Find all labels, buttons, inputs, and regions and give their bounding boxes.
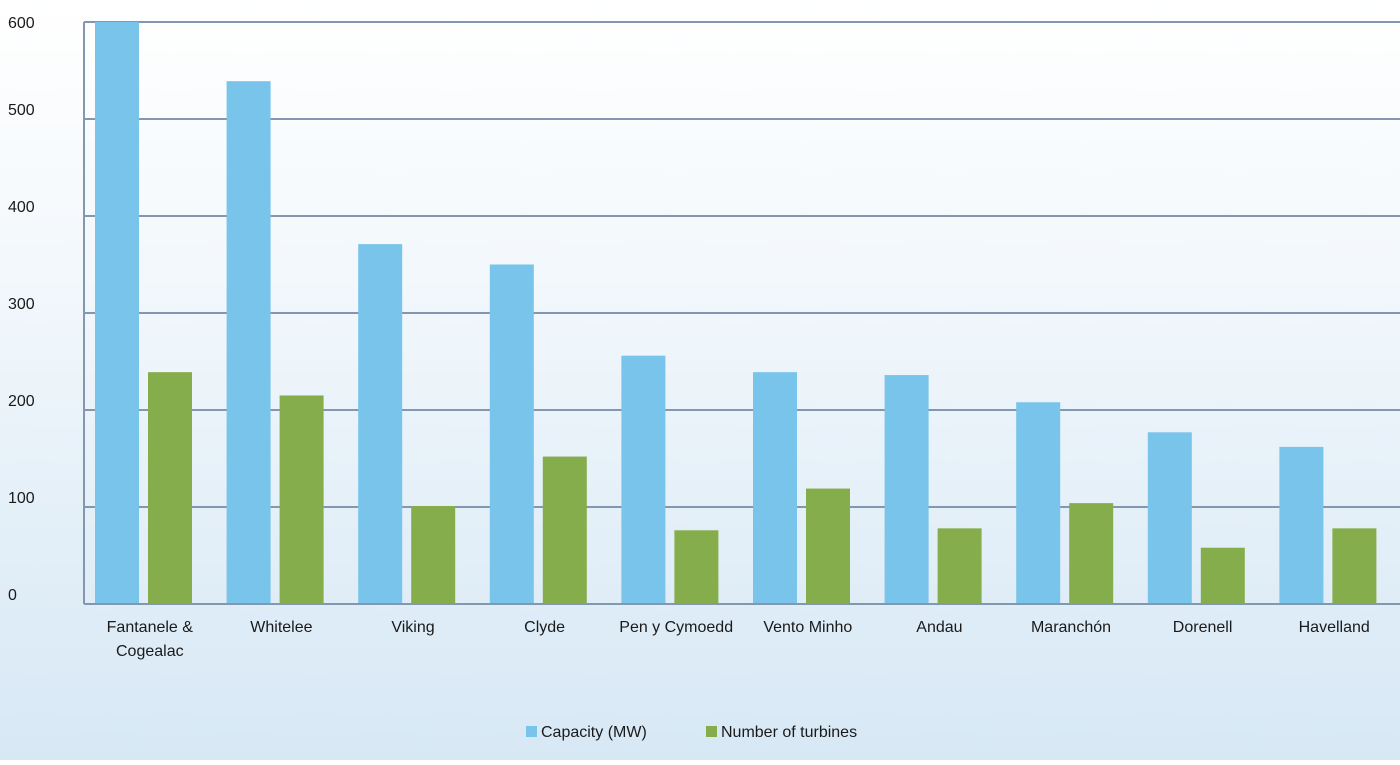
legend-label: Number of turbines — [721, 724, 857, 741]
x-category-label-line: Havelland — [1299, 619, 1370, 636]
bar-capacity — [226, 81, 271, 605]
bar-turbines — [411, 506, 456, 604]
x-category-label-line: Maranchón — [1031, 619, 1111, 636]
bar-turbines — [542, 456, 587, 604]
bar-turbines — [1332, 528, 1377, 604]
x-category-label: Maranchón — [1031, 619, 1111, 636]
y-tick-label: 0 — [8, 587, 17, 604]
x-category-label: Fantanele & Cogealac — [107, 619, 194, 660]
x-category-label: Whitelee — [250, 619, 312, 636]
x-axis-categories: Fantanele & Cogealac Whitelee Viking Clyde Pe… — [107, 619, 1370, 660]
bar-capacity — [621, 355, 666, 604]
x-category-label: Dorenell — [1173, 619, 1233, 636]
x-category-label: Vento Minho — [763, 619, 852, 636]
bar-capacity — [753, 372, 797, 604]
x-category-label: Havelland — [1299, 619, 1370, 636]
legend-label: Capacity (MW) — [541, 724, 647, 741]
y-tick-label: 200 — [8, 393, 35, 410]
legend-swatch — [706, 726, 717, 737]
x-category-label: Viking — [391, 619, 434, 636]
y-tick-label: 400 — [8, 199, 35, 216]
x-category-label-line: Fantanele & — [107, 619, 194, 636]
x-category-label-line: Pen y Cymoedd — [619, 619, 733, 636]
bar-capacity — [1016, 402, 1061, 604]
bar-turbines — [674, 530, 719, 604]
bar-turbines — [1200, 547, 1245, 604]
legend: Capacity (MW) Number of turbines — [526, 724, 857, 741]
x-category-label-line: Vento Minho — [763, 619, 852, 636]
x-category-label: Andau — [916, 619, 962, 636]
legend-swatch — [526, 726, 537, 737]
x-category-label-line: Viking — [391, 619, 434, 636]
x-category-label-line: Dorenell — [1173, 619, 1233, 636]
x-category-label-line: Andau — [916, 619, 962, 636]
axes — [83, 22, 1400, 605]
bar-turbines — [279, 395, 324, 604]
y-tick-label: 300 — [8, 296, 35, 313]
x-category-label: Clyde — [524, 619, 565, 636]
x-category-label-line: Cogealac — [116, 643, 184, 660]
y-tick-label: 100 — [8, 490, 35, 507]
bar-turbines — [148, 372, 192, 604]
bar-turbines — [806, 488, 850, 604]
y-tick-label: 600 — [8, 15, 35, 32]
x-category-label-line: Whitelee — [250, 619, 312, 636]
bar-capacity — [1147, 432, 1192, 604]
bar-capacity — [489, 264, 534, 604]
y-axis-ticks: 0 100 200 300 400 500 600 — [8, 15, 35, 604]
x-category-label: Pen y Cymoedd — [619, 619, 733, 636]
bar-capacity — [1279, 446, 1324, 604]
bar-turbines — [1069, 503, 1114, 604]
bar-turbines — [937, 528, 982, 604]
bar-capacity — [95, 22, 139, 604]
bar-capacity — [884, 375, 929, 604]
bars — [95, 22, 1377, 605]
y-tick-label: 500 — [8, 102, 35, 119]
bar-capacity — [358, 244, 403, 604]
x-category-label-line: Clyde — [524, 619, 565, 636]
